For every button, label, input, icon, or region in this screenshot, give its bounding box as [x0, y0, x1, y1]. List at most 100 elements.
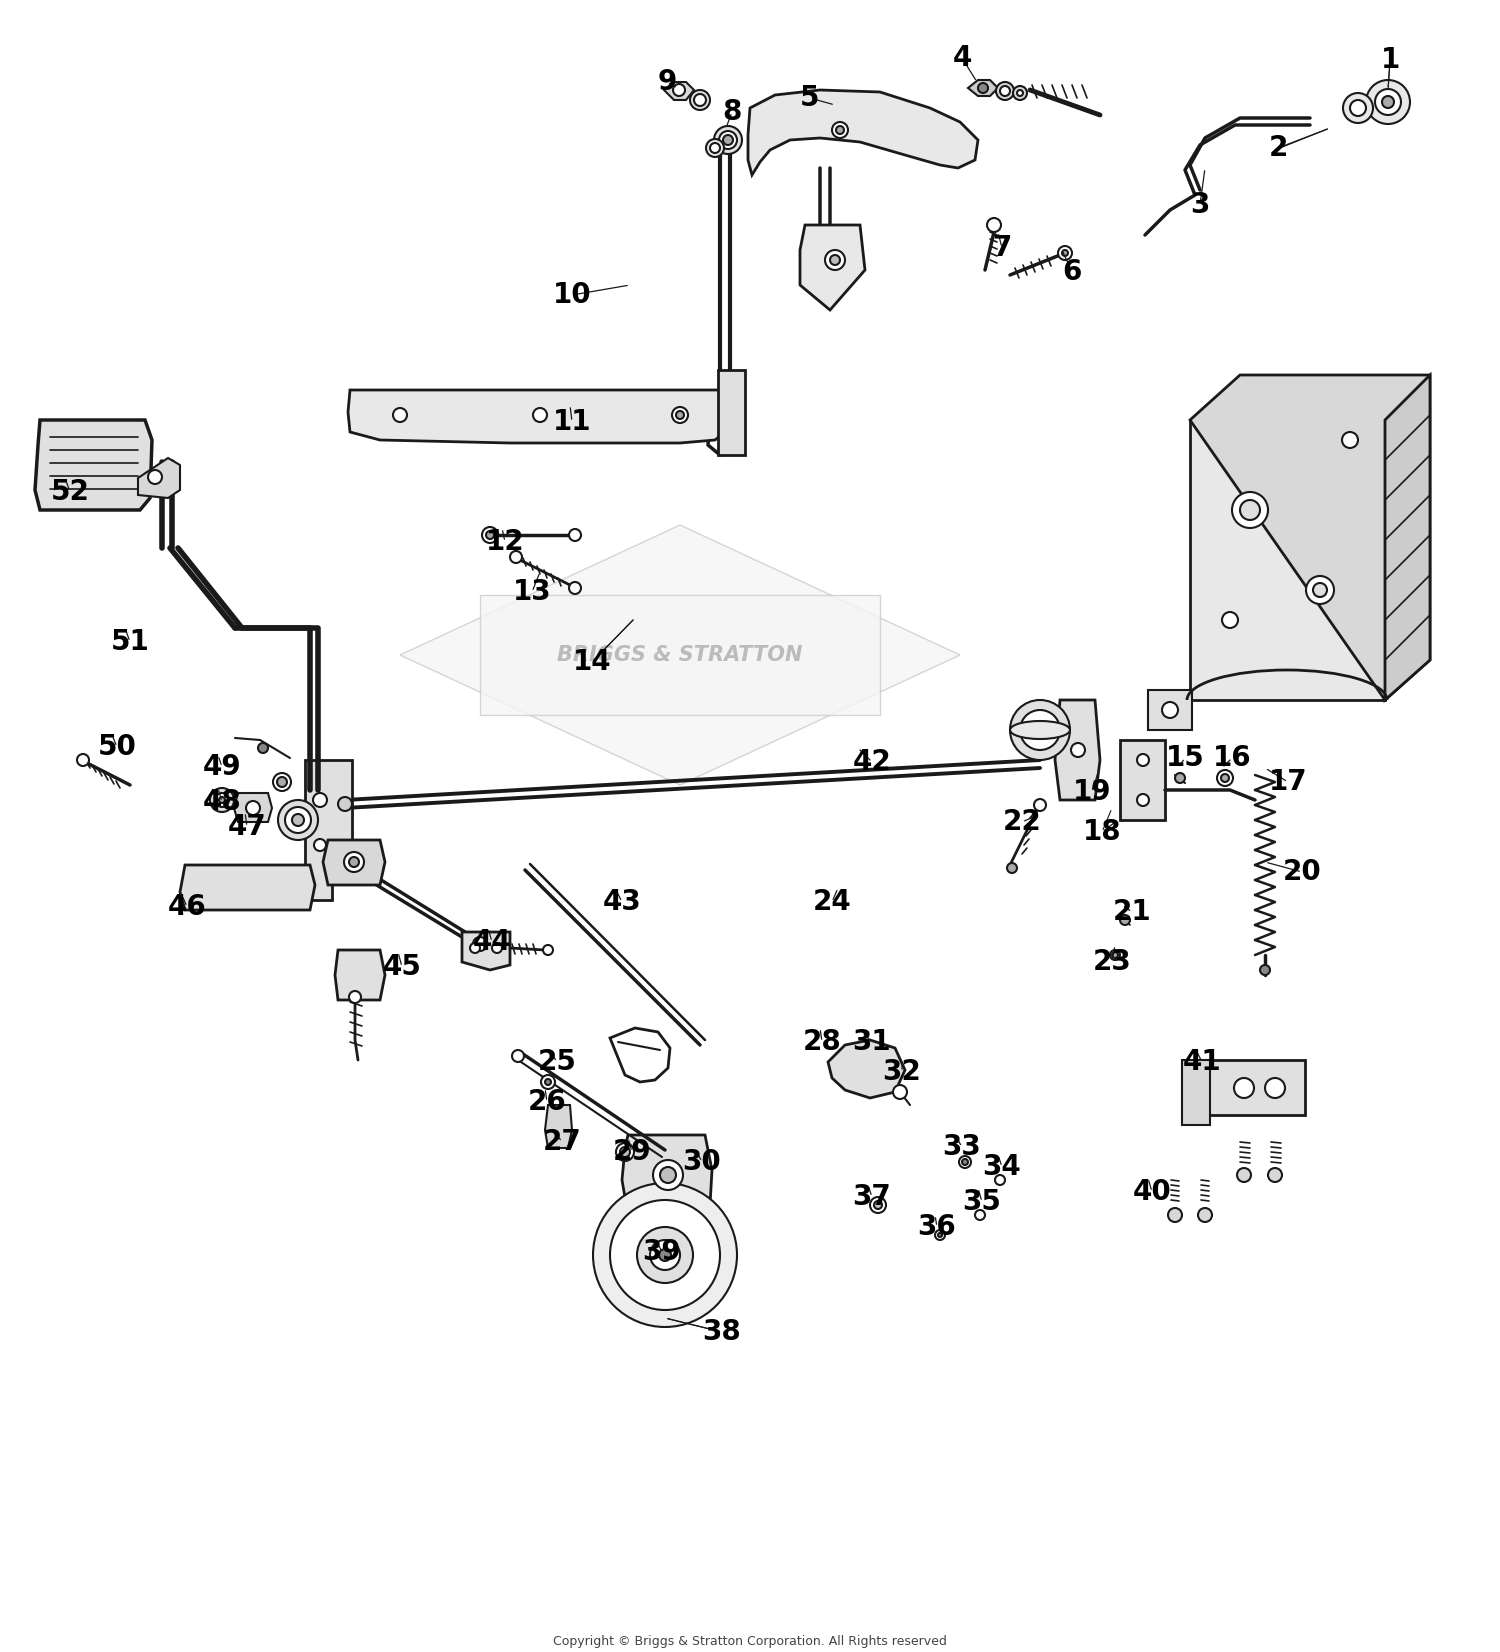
Circle shape: [314, 839, 326, 851]
Text: 36: 36: [918, 1213, 957, 1241]
Text: 27: 27: [543, 1128, 582, 1156]
Circle shape: [714, 126, 742, 154]
Circle shape: [1342, 433, 1358, 448]
Circle shape: [1062, 249, 1068, 256]
Polygon shape: [34, 420, 152, 510]
Circle shape: [934, 1231, 945, 1241]
Circle shape: [350, 991, 361, 1003]
Polygon shape: [400, 525, 960, 785]
Circle shape: [676, 411, 684, 420]
Text: Copyright © Briggs & Stratton Corporation. All Rights reserved: Copyright © Briggs & Stratton Corporatio…: [554, 1635, 946, 1649]
Text: 51: 51: [111, 628, 150, 656]
Circle shape: [1376, 89, 1401, 116]
Text: 14: 14: [573, 648, 612, 676]
Text: 45: 45: [382, 953, 422, 981]
Circle shape: [1198, 1208, 1212, 1222]
Circle shape: [1350, 101, 1366, 116]
Circle shape: [1240, 501, 1260, 520]
Circle shape: [694, 94, 706, 106]
Text: 12: 12: [486, 529, 525, 557]
Circle shape: [994, 1175, 1005, 1184]
Text: 19: 19: [1072, 778, 1112, 806]
Text: 44: 44: [472, 928, 512, 957]
Text: 7: 7: [993, 235, 1011, 263]
Text: 29: 29: [612, 1138, 651, 1166]
Circle shape: [620, 1146, 630, 1156]
Text: 18: 18: [1083, 818, 1122, 846]
Circle shape: [486, 530, 494, 539]
Polygon shape: [180, 866, 315, 910]
Circle shape: [1232, 492, 1268, 529]
Text: 28: 28: [802, 1028, 842, 1056]
Polygon shape: [1384, 375, 1429, 700]
Circle shape: [482, 527, 498, 544]
Circle shape: [314, 793, 327, 806]
Circle shape: [660, 1166, 676, 1183]
Circle shape: [1007, 862, 1017, 872]
Polygon shape: [800, 225, 865, 311]
Polygon shape: [1054, 700, 1100, 800]
Polygon shape: [1182, 1061, 1210, 1125]
Text: 47: 47: [228, 813, 267, 841]
Text: 50: 50: [98, 733, 136, 762]
Text: 8: 8: [723, 97, 741, 126]
Circle shape: [273, 773, 291, 791]
Circle shape: [1312, 583, 1328, 596]
Circle shape: [568, 529, 580, 540]
Circle shape: [938, 1232, 942, 1237]
Circle shape: [652, 1160, 682, 1189]
Text: 13: 13: [513, 578, 552, 606]
Circle shape: [870, 1198, 886, 1213]
Text: 4: 4: [952, 45, 972, 73]
Circle shape: [1034, 800, 1046, 811]
Text: 26: 26: [528, 1089, 567, 1117]
Circle shape: [219, 796, 225, 803]
Circle shape: [1382, 96, 1394, 107]
Circle shape: [278, 800, 318, 839]
Circle shape: [1020, 710, 1060, 750]
Text: 43: 43: [603, 889, 642, 915]
Circle shape: [1137, 795, 1149, 806]
Circle shape: [1112, 952, 1118, 958]
Text: 42: 42: [852, 748, 891, 776]
Circle shape: [568, 582, 580, 595]
Text: 34: 34: [982, 1153, 1022, 1181]
Polygon shape: [234, 793, 272, 823]
Text: 39: 39: [642, 1237, 681, 1265]
Circle shape: [978, 83, 988, 93]
Polygon shape: [1182, 1061, 1305, 1115]
Circle shape: [246, 801, 259, 814]
Polygon shape: [664, 83, 694, 101]
Circle shape: [1216, 770, 1233, 786]
Polygon shape: [322, 839, 386, 885]
Circle shape: [672, 406, 688, 423]
Circle shape: [1120, 915, 1130, 925]
Circle shape: [1032, 722, 1048, 738]
Circle shape: [836, 126, 844, 134]
Polygon shape: [968, 79, 998, 96]
Circle shape: [344, 852, 364, 872]
Circle shape: [510, 552, 522, 563]
Circle shape: [350, 857, 358, 867]
Circle shape: [658, 1249, 670, 1260]
Text: 10: 10: [552, 281, 591, 309]
Circle shape: [616, 1143, 634, 1161]
Circle shape: [278, 776, 286, 786]
Polygon shape: [622, 1135, 712, 1214]
Circle shape: [1306, 577, 1334, 605]
Circle shape: [543, 945, 554, 955]
Circle shape: [874, 1201, 882, 1209]
Circle shape: [987, 218, 1000, 231]
Text: 41: 41: [1182, 1047, 1221, 1075]
Circle shape: [148, 471, 162, 484]
Text: 46: 46: [168, 894, 207, 922]
Polygon shape: [748, 89, 978, 175]
Text: 23: 23: [1092, 948, 1131, 976]
Circle shape: [718, 131, 736, 149]
Circle shape: [285, 806, 310, 833]
Text: 22: 22: [1002, 808, 1041, 836]
Circle shape: [962, 1160, 968, 1165]
Circle shape: [472, 937, 488, 952]
Polygon shape: [1120, 740, 1166, 819]
Circle shape: [975, 1209, 986, 1219]
